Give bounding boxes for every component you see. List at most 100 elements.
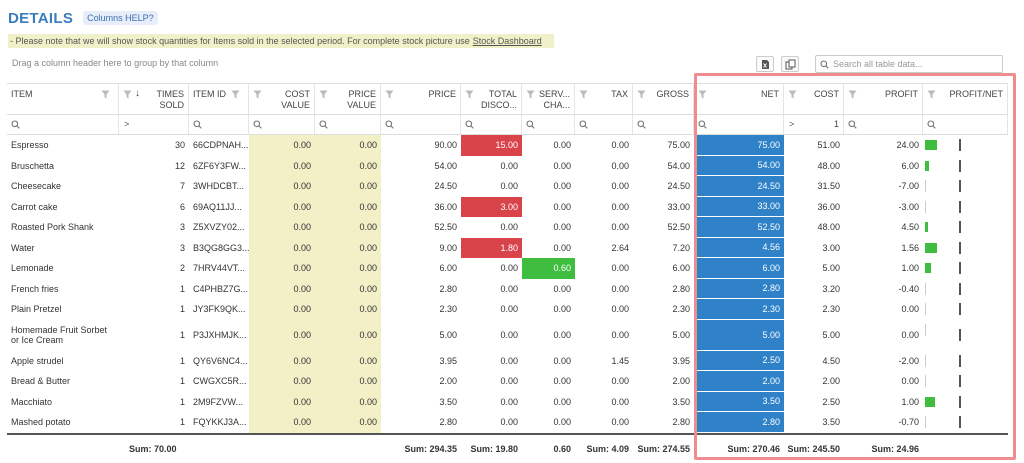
filter-cell-price[interactable] [381, 115, 461, 134]
table-row[interactable]: Apple strudel 1 QY6V6NC4... 0.00 0.00 3.95 0.0… [7, 350, 1008, 372]
search-input[interactable] [833, 59, 993, 69]
column-header-gross[interactable]: GROSS [633, 84, 694, 114]
group-by-hint[interactable]: Drag a column header here to group by th… [12, 58, 219, 68]
profit-net-marker [959, 375, 961, 387]
table-row[interactable]: Water 3 B3QG8GG3... 0.00 0.00 9.00 1.80 0.00 2.6… [7, 237, 1008, 258]
cell-value: 0.00 [500, 355, 518, 366]
column-header-service-charge[interactable]: SERV... CHA... [522, 84, 575, 114]
filter-cell-item-id[interactable] [189, 115, 249, 134]
profit-net-marker [959, 416, 961, 428]
search-icon[interactable] [465, 120, 474, 129]
cell-value: 6.00 [672, 263, 690, 274]
filter-icon[interactable] [788, 90, 797, 99]
search-icon[interactable] [637, 120, 646, 129]
column-header-net[interactable]: NET [694, 84, 784, 114]
columns-help-link[interactable]: Columns HELP? [83, 11, 158, 25]
column-header-price[interactable]: PRICE [381, 84, 461, 114]
column-chooser-button[interactable] [781, 56, 799, 72]
column-header-label: ITEM ID [193, 89, 226, 99]
profit-net-marker [959, 395, 961, 408]
filter-cell-service-charge[interactable] [522, 115, 575, 134]
table-row[interactable]: Bruschetta 12 6ZF6Y3FW... 0.00 0.00 54.00 0.00… [7, 155, 1008, 176]
search-icon[interactable] [385, 120, 394, 129]
column-header-cost[interactable]: COST [784, 84, 844, 114]
column-header-profit-net[interactable]: PROFIT/NET [923, 84, 1008, 114]
search-icon[interactable] [848, 120, 857, 129]
filter-operator[interactable]: > [124, 119, 130, 129]
cell-price-value: 0.00 [315, 155, 381, 176]
table-row[interactable]: Mashed potato 1 FQYKKJ3A... 0.00 0.00 2.80 0.0… [7, 412, 1008, 433]
table-row[interactable]: Carrot cake 6 69AQ11JJ... 0.00 0.00 36.00 3.00… [7, 196, 1008, 217]
table-row[interactable]: Macchiato 1 2M9FZVW... 0.00 0.00 3.50 0.00 0.00… [7, 391, 1008, 412]
filter-icon[interactable] [579, 90, 588, 99]
column-header-cost-value[interactable]: COST VALUE [249, 84, 315, 114]
search-icon[interactable] [253, 120, 262, 129]
filter-icon[interactable] [231, 90, 240, 99]
search-icon[interactable] [193, 120, 202, 129]
table-row[interactable]: Lemonade 2 7HRV44VT... 0.00 0.00 6.00 0.00 0.60… [7, 258, 1008, 279]
filter-icon[interactable] [465, 90, 474, 99]
export-excel-button[interactable] [756, 56, 774, 72]
filter-icon[interactable] [101, 90, 110, 99]
cell-value: -0.70 [898, 417, 919, 428]
cell-value: 4.50 [901, 222, 919, 233]
profit-net-bar-track [923, 351, 1008, 372]
cell-profit: -2.00 [844, 351, 923, 372]
filter-icon[interactable] [319, 90, 328, 99]
search-icon[interactable] [698, 120, 707, 129]
table-row[interactable]: Plain Pretzel 1 JY3FK9QK... 0.00 0.00 2.30 0.0… [7, 299, 1008, 320]
filter-cell-tax[interactable] [575, 115, 633, 134]
cell-profit-net [923, 176, 1008, 197]
filter-cell-item[interactable] [7, 115, 119, 134]
stock-dashboard-link[interactable]: Stock Dashboard [472, 36, 542, 46]
filter-cell-price-value[interactable] [315, 115, 381, 134]
table-row[interactable]: Roasted Pork Shank 3 Z5XVZY02... 0.00 0.00 52… [7, 217, 1008, 238]
column-header-price-value[interactable]: PRICE VALUE [315, 84, 381, 114]
cell-value: 36.00 [817, 201, 840, 212]
filter-cell-profit[interactable] [844, 115, 923, 134]
filter-icon[interactable] [526, 90, 535, 99]
filter-icon[interactable] [253, 90, 262, 99]
column-header-item-id[interactable]: ITEM ID [189, 84, 249, 114]
cell-value: 2 [179, 263, 185, 274]
table-row[interactable]: French fries 1 C4PHBZ7G... 0.00 0.00 2.80 0.00… [7, 278, 1008, 299]
filter-icon[interactable] [927, 90, 936, 99]
search-icon[interactable] [579, 120, 588, 129]
search-icon[interactable] [319, 120, 328, 129]
cell-gross: 75.00 [633, 135, 694, 156]
filter-icon[interactable] [637, 90, 646, 99]
filter-cell-profit-net[interactable] [923, 115, 1008, 134]
cell-value: 2.50 [762, 355, 780, 366]
cell-value: 2M9FZVW... [193, 396, 244, 407]
column-header-total-discount[interactable]: TOTAL DISCO... [461, 84, 522, 114]
filter-value[interactable]: 1 [833, 119, 839, 129]
filter-cell-total-discount[interactable] [461, 115, 522, 134]
filter-cell-cost-value[interactable] [249, 115, 315, 134]
filter-cell-net[interactable] [694, 115, 784, 134]
profit-net-bar [925, 242, 937, 253]
search-icon[interactable] [927, 120, 936, 129]
table-row[interactable]: Bread & Butter 1 CWGXC5R... 0.00 0.00 2.00 0.0… [7, 371, 1008, 392]
filter-operator[interactable]: > [789, 119, 795, 129]
cell-item-id: P3JXHMJK... [189, 320, 249, 351]
search-icon[interactable] [526, 120, 535, 129]
filter-icon[interactable] [385, 90, 394, 99]
table-row[interactable]: Espresso 30 66CDPNAH... 0.00 0.00 90.00 15.00 0… [7, 135, 1008, 156]
filter-icon[interactable] [698, 90, 707, 99]
filter-icon[interactable] [123, 90, 132, 99]
cell-value: -7.00 [898, 181, 919, 192]
table-row[interactable]: Cheesecake 7 3WHDCBT... 0.00 0.00 24.50 0.00 0.… [7, 176, 1008, 197]
profit-net-marker [959, 303, 961, 315]
column-header-profit[interactable]: PROFIT [844, 84, 923, 114]
filter-icon[interactable] [848, 90, 857, 99]
cell-cost-value: 0.00 [249, 196, 315, 217]
filter-cell-gross[interactable] [633, 115, 694, 134]
table-row[interactable]: Homemade Fruit Sorbet or Ice Cream 1 P3JXH… [7, 319, 1008, 351]
filter-cell-cost[interactable]: >1 [784, 115, 844, 134]
search-icon[interactable] [11, 120, 20, 129]
cell-value: 52.50 [434, 222, 457, 233]
column-header-times-sold[interactable]: ↓ TIMES SOLD [119, 84, 189, 114]
filter-cell-times-sold[interactable]: > [119, 115, 189, 134]
column-header-tax[interactable]: TAX [575, 84, 633, 114]
column-header-item[interactable]: ITEM [7, 84, 119, 114]
